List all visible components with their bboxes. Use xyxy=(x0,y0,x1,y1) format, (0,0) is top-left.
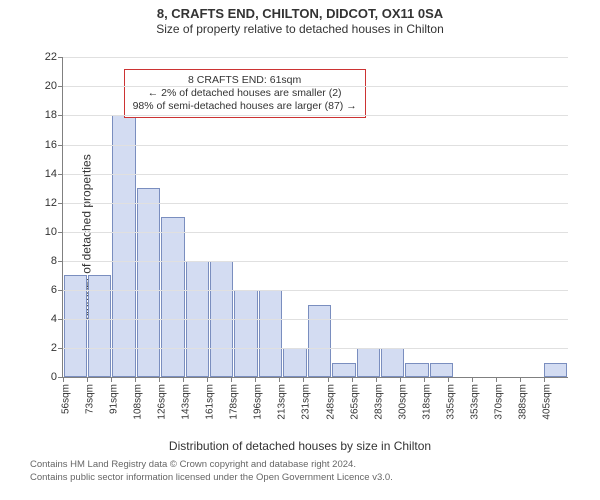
x-tick-mark xyxy=(159,377,160,382)
gridline xyxy=(63,174,568,175)
x-tick-mark xyxy=(472,377,473,382)
histogram-bar xyxy=(112,115,135,377)
gridline xyxy=(63,348,568,349)
y-tick-label: 8 xyxy=(51,255,63,267)
x-tick-mark xyxy=(207,377,208,382)
x-ticks-container: 56sqm 73sqm 91sqm 108sqm 126sqm 143sqm 161sqm 1… xyxy=(63,377,568,427)
x-tick-mark xyxy=(111,377,112,382)
gridline xyxy=(63,115,568,116)
x-tick-label: 196sqm xyxy=(253,384,264,420)
histogram-bar xyxy=(544,363,567,378)
histogram-bar xyxy=(381,348,404,377)
x-tick-label: 143sqm xyxy=(181,384,192,420)
x-tick-label: 318sqm xyxy=(421,384,432,420)
y-tick-label: 4 xyxy=(51,313,63,325)
x-tick-mark xyxy=(255,377,256,382)
x-tick-mark xyxy=(183,377,184,382)
gridline xyxy=(63,232,568,233)
x-tick-mark xyxy=(352,377,353,382)
histogram-bar xyxy=(161,217,184,377)
y-tick-label: 2 xyxy=(51,342,63,354)
y-tick-label: 22 xyxy=(45,51,63,63)
x-tick-label: 231sqm xyxy=(301,384,312,420)
x-tick-label: 73sqm xyxy=(85,384,96,414)
chart-area: Number of detached properties 56sqm73sqm… xyxy=(0,37,600,437)
y-tick-label: 20 xyxy=(45,80,63,92)
gridline xyxy=(63,145,568,146)
x-tick-label: 405sqm xyxy=(541,384,552,420)
histogram-bar xyxy=(234,290,257,377)
x-tick-label: 213sqm xyxy=(277,384,288,420)
gridline xyxy=(63,261,568,262)
x-tick-label: 126sqm xyxy=(157,384,168,420)
y-tick-label: 0 xyxy=(51,371,63,383)
x-tick-mark xyxy=(448,377,449,382)
y-tick-label: 16 xyxy=(45,139,63,151)
footer-line-1: Contains HM Land Registry data © Crown c… xyxy=(30,459,570,471)
x-tick-mark xyxy=(424,377,425,382)
x-tick-label: 300sqm xyxy=(397,384,408,420)
plot-area: 56sqm73sqm91sqm108sqm126sqm143sqm161sqm1… xyxy=(62,57,568,378)
annotation-line-2: ← 2% of detached houses are smaller (2) xyxy=(133,87,357,100)
x-tick-mark xyxy=(544,377,545,382)
footer-attribution: Contains HM Land Registry data © Crown c… xyxy=(0,453,600,484)
page-subtitle: Size of property relative to detached ho… xyxy=(0,22,600,37)
footer-line-2: Contains public sector information licen… xyxy=(30,472,570,484)
x-tick-mark xyxy=(135,377,136,382)
x-tick-label: 353sqm xyxy=(469,384,480,420)
histogram-bar xyxy=(259,290,282,377)
x-tick-label: 283sqm xyxy=(373,384,384,420)
gridline xyxy=(63,86,568,87)
x-tick-mark xyxy=(496,377,497,382)
y-tick-label: 10 xyxy=(45,226,63,238)
x-tick-mark xyxy=(63,377,64,382)
annotation-line-1: 8 CRAFTS END: 61sqm xyxy=(133,74,357,87)
gridline xyxy=(63,203,568,204)
histogram-bar xyxy=(332,363,355,378)
x-tick-label: 265sqm xyxy=(349,384,360,420)
x-tick-mark xyxy=(231,377,232,382)
x-tick-label: 178sqm xyxy=(229,384,240,420)
histogram-bar xyxy=(283,348,306,377)
annotation-box: 8 CRAFTS END: 61sqm ← 2% of detached hou… xyxy=(124,69,366,118)
y-tick-label: 14 xyxy=(45,168,63,180)
page-title: 8, CRAFTS END, CHILTON, DIDCOT, OX11 0SA xyxy=(0,6,600,22)
x-axis-label: Distribution of detached houses by size … xyxy=(0,439,600,453)
gridline xyxy=(63,290,568,291)
x-tick-label: 56sqm xyxy=(61,384,72,414)
y-tick-label: 18 xyxy=(45,109,63,121)
x-tick-label: 248sqm xyxy=(325,384,336,420)
x-tick-label: 91sqm xyxy=(109,384,120,414)
x-tick-mark xyxy=(520,377,521,382)
x-tick-mark xyxy=(400,377,401,382)
histogram-bar xyxy=(430,363,453,378)
x-tick-label: 388sqm xyxy=(517,384,528,420)
gridline xyxy=(63,319,568,320)
x-tick-mark xyxy=(87,377,88,382)
gridline xyxy=(63,57,568,58)
y-tick-label: 12 xyxy=(45,197,63,209)
annotation-line-3: 98% of semi-detached houses are larger (… xyxy=(133,100,357,113)
x-tick-mark xyxy=(328,377,329,382)
x-tick-mark xyxy=(279,377,280,382)
title-block: 8, CRAFTS END, CHILTON, DIDCOT, OX11 0SA… xyxy=(0,0,600,37)
x-tick-label: 335sqm xyxy=(445,384,456,420)
x-tick-mark xyxy=(376,377,377,382)
y-tick-label: 6 xyxy=(51,284,63,296)
x-tick-label: 370sqm xyxy=(493,384,504,420)
histogram-bar xyxy=(357,348,380,377)
histogram-bar xyxy=(405,363,428,378)
x-tick-label: 108sqm xyxy=(133,384,144,420)
histogram-bar xyxy=(308,305,331,378)
x-tick-label: 161sqm xyxy=(205,384,216,420)
x-tick-mark xyxy=(303,377,304,382)
